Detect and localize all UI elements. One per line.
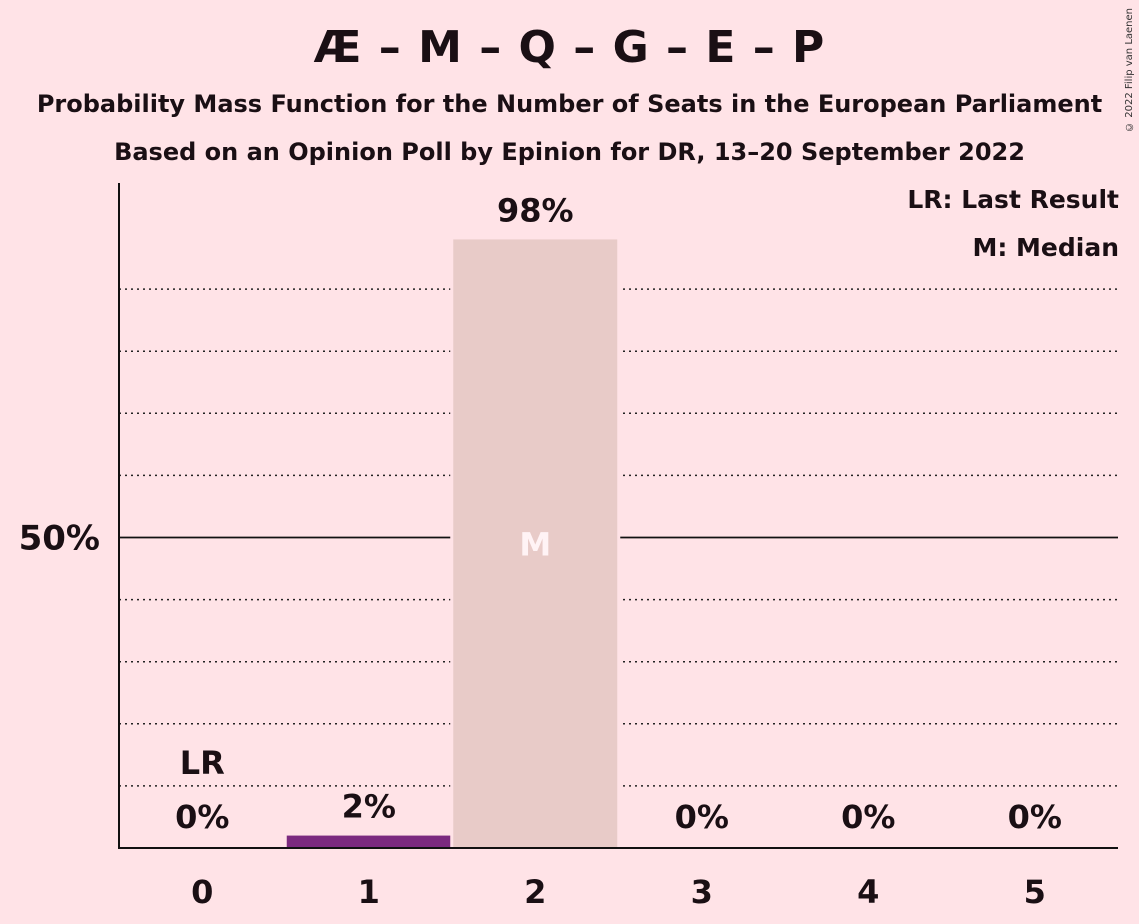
value-label: 0% (841, 798, 895, 836)
value-label: 0% (1008, 798, 1062, 836)
bar-1 (286, 835, 451, 848)
chart-title: Æ – M – Q – G – E – P (313, 22, 826, 73)
last-result-marker: LR (180, 744, 225, 782)
value-label: 2% (342, 788, 396, 826)
legend-last-result: LR: Last Result (907, 185, 1119, 214)
x-tick-label: 4 (857, 873, 879, 911)
chart-subtitle: Probability Mass Function for the Number… (36, 90, 1103, 118)
median-marker: M (519, 526, 551, 564)
legend-median: M: Median (972, 233, 1119, 262)
chart-source: Based on an Opinion Poll by Epinion for … (114, 138, 1025, 166)
x-tick-label: 3 (691, 873, 713, 911)
value-label: 98% (497, 191, 574, 229)
value-label: 0% (175, 798, 229, 836)
bar-2 (453, 239, 618, 849)
x-tick-label: 2 (524, 873, 546, 911)
x-tick-label: 1 (358, 873, 380, 911)
value-label: 0% (675, 798, 729, 836)
x-tick-label: 0 (191, 873, 213, 911)
y-tick-label: 50% (19, 519, 100, 559)
x-tick-label: 5 (1024, 873, 1046, 911)
